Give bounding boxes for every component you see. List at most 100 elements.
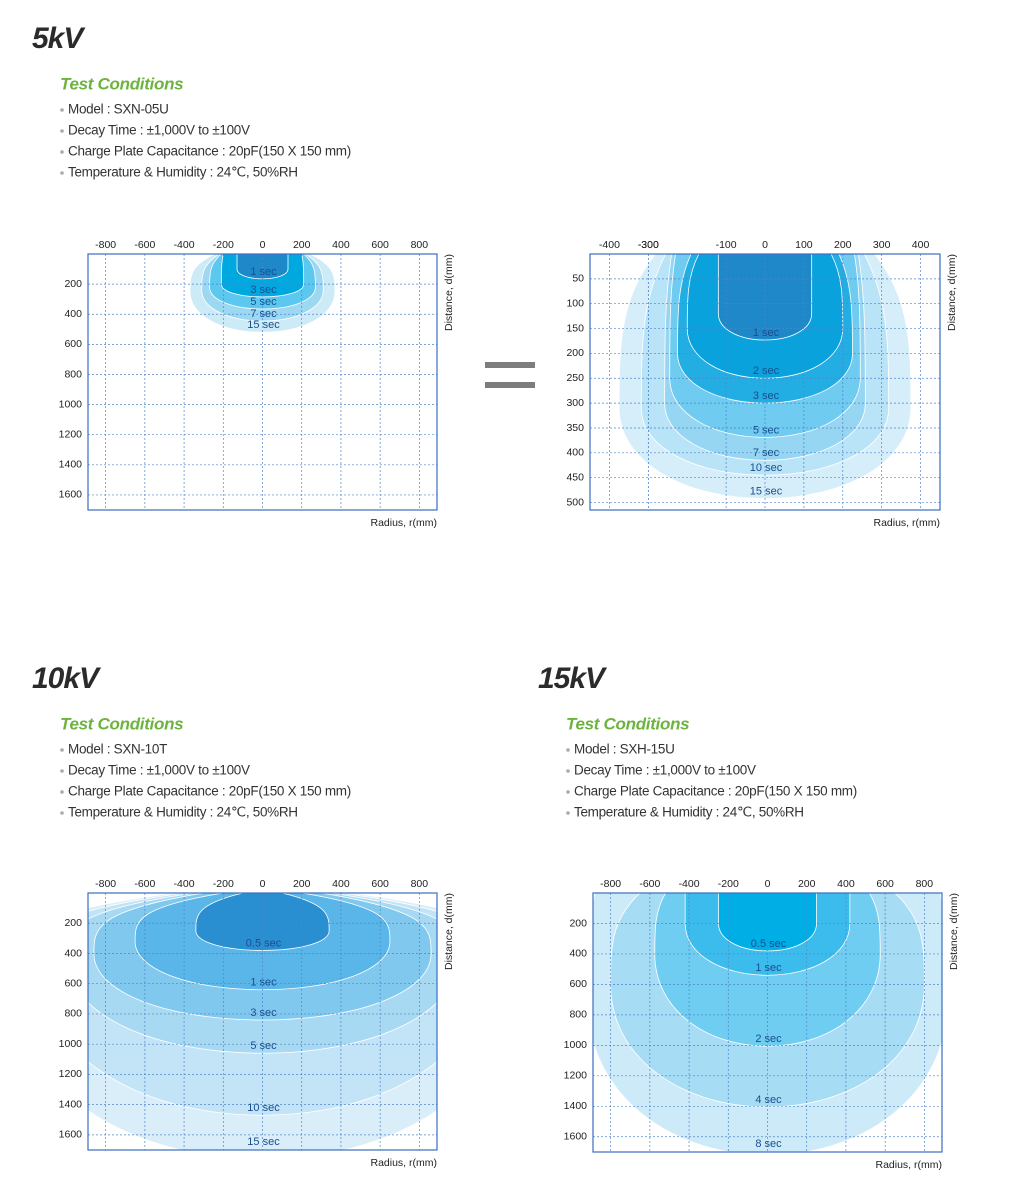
- y-tick-label: 400: [64, 308, 82, 320]
- x-tick-label: 0: [260, 239, 266, 251]
- contour-label: 1 sec: [755, 962, 782, 974]
- y-tick-label: 50: [572, 273, 584, 285]
- y-tick-label: 1400: [59, 1098, 83, 1110]
- y-tick-label: 200: [566, 347, 584, 359]
- y-tick-label: 1600: [59, 1129, 83, 1141]
- x-tick-label: -200: [213, 878, 234, 890]
- contour-label: 15 sec: [247, 1136, 280, 1148]
- section-subtitle: Test Conditions: [566, 714, 689, 733]
- contour-label: 0.5 sec: [751, 938, 787, 950]
- section-title: 15kV: [538, 662, 608, 695]
- x-tick-label: 100: [795, 239, 813, 251]
- bullet: [60, 748, 64, 752]
- x-tick-label: -800: [95, 878, 116, 890]
- y-tick-label: 1200: [564, 1070, 588, 1082]
- section-subtitle: Test Conditions: [60, 74, 183, 93]
- condition: Model : SXH-15U: [574, 742, 675, 757]
- contour-label: 3 sec: [250, 284, 277, 296]
- contour-label: 1 sec: [250, 977, 277, 989]
- equals-sign: [485, 382, 535, 388]
- y-tick-label: 600: [64, 338, 82, 350]
- x-tick-label: -200: [213, 239, 234, 251]
- contour-label: 7 sec: [753, 447, 780, 459]
- x-tick-label: 0: [762, 239, 768, 251]
- y-tick-label: 800: [64, 368, 82, 380]
- x-tick-label: 200: [834, 239, 852, 251]
- condition: Decay Time : ±1,000V to ±100V: [68, 763, 250, 778]
- y-tick-label: 1600: [59, 489, 83, 501]
- x-tick-label: 400: [837, 878, 855, 890]
- contour-label: 3 sec: [753, 390, 780, 402]
- x-tick-label: -800: [95, 239, 116, 251]
- x-tick-label: -200: [718, 878, 739, 890]
- contour-label: 2 sec: [753, 365, 780, 377]
- y-tick-label: 600: [569, 978, 587, 990]
- x-tick-label: -600: [134, 878, 155, 890]
- y-tick-label: 200: [64, 278, 82, 290]
- x-tick-label: -300: [638, 239, 659, 251]
- y-axis-label: Distance, d(mm): [443, 893, 455, 970]
- x-tick-label: 400: [332, 239, 350, 251]
- plot-border: [87, 892, 438, 1151]
- x-tick-label: -600: [639, 878, 660, 890]
- bullet: [60, 150, 64, 154]
- y-axis-label: Distance, d(mm): [948, 893, 960, 970]
- bullet: [60, 108, 64, 112]
- y-tick-label: 250: [566, 372, 584, 384]
- x-tick-label: -400: [599, 239, 620, 251]
- y-tick-label: 200: [64, 917, 82, 929]
- y-tick-label: 400: [569, 948, 587, 960]
- x-tick-label: 200: [293, 878, 311, 890]
- x-tick-label: -600: [134, 239, 155, 251]
- y-tick-label: 1000: [564, 1039, 588, 1051]
- y-axis-label: Distance, d(mm): [443, 254, 455, 331]
- condition: Charge Plate Capacitance : 20pF(150 X 15…: [68, 784, 351, 799]
- contour-label: 1 sec: [250, 266, 277, 278]
- bullet: [566, 769, 570, 773]
- condition: Model : SXN-05U: [68, 102, 169, 117]
- contour-label: 10 sec: [750, 462, 783, 474]
- bullet: [60, 811, 64, 815]
- bullet: [566, 811, 570, 815]
- y-tick-label: 200: [569, 917, 587, 929]
- contour-label: 8 sec: [755, 1138, 782, 1150]
- y-tick-label: 1400: [59, 459, 83, 471]
- x-tick-label: -400: [174, 878, 195, 890]
- y-axis-label: Distance, d(mm): [946, 254, 958, 331]
- y-tick-label: 1600: [564, 1131, 588, 1143]
- x-axis-label: Radius, r(mm): [875, 1159, 942, 1171]
- x-tick-label: 600: [371, 239, 389, 251]
- contour-label: 7 sec: [250, 308, 277, 320]
- condition: Temperature & Humidity : 24℃, 50%RH: [574, 805, 804, 820]
- contour-label: 3 sec: [250, 1007, 277, 1019]
- contour-label: 4 sec: [755, 1094, 782, 1106]
- condition: Model : SXN-10T: [68, 742, 167, 757]
- contour-label: 2 sec: [755, 1033, 782, 1045]
- x-axis-label: Radius, r(mm): [370, 1157, 437, 1169]
- contour-label: 0.5 sec: [246, 937, 282, 949]
- y-tick-label: 1400: [564, 1100, 588, 1112]
- y-tick-label: 350: [566, 422, 584, 434]
- condition: Decay Time : ±1,000V to ±100V: [68, 123, 250, 138]
- y-tick-label: 600: [64, 977, 82, 989]
- plot-border: [592, 892, 943, 1153]
- x-tick-label: -300: [638, 239, 659, 251]
- contour-label: 5 sec: [753, 424, 780, 436]
- y-tick-label: 100: [566, 297, 584, 309]
- bullet: [60, 790, 64, 794]
- y-tick-label: 300: [566, 397, 584, 409]
- x-tick-label: 300: [873, 239, 891, 251]
- x-tick-label: 0: [260, 878, 266, 890]
- x-tick-label: 800: [411, 239, 429, 251]
- x-tick-label: 800: [411, 878, 429, 890]
- x-tick-label: 0: [765, 878, 771, 890]
- condition: Decay Time : ±1,000V to ±100V: [574, 763, 756, 778]
- x-tick-label: 600: [876, 878, 894, 890]
- y-tick-label: 150: [566, 322, 584, 334]
- y-tick-label: 450: [566, 471, 584, 483]
- y-tick-label: 1200: [59, 428, 83, 440]
- plot-border: [87, 253, 438, 511]
- y-tick-label: 400: [64, 947, 82, 959]
- y-tick-label: 1000: [59, 398, 83, 410]
